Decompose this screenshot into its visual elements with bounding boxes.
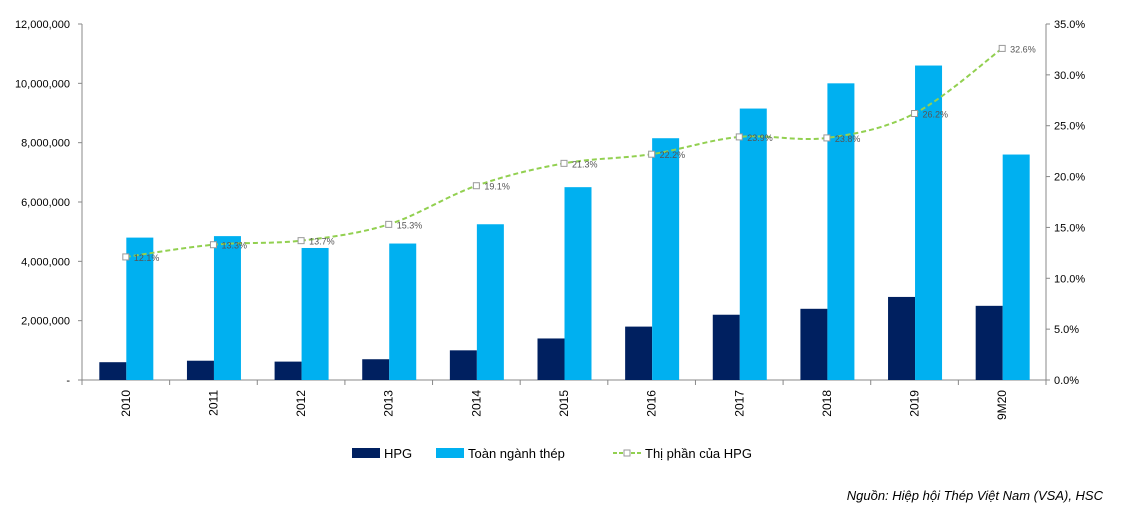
right-tick-label: 25.0% bbox=[1054, 121, 1085, 133]
left-tick-label: 8,000,000 bbox=[21, 138, 70, 150]
legend-label: HPG bbox=[384, 446, 412, 461]
bar-industry bbox=[389, 243, 417, 380]
legend-marker bbox=[623, 449, 631, 457]
bar-hpg bbox=[625, 326, 653, 380]
category-label: 2010 bbox=[119, 390, 133, 417]
share-point bbox=[209, 241, 217, 249]
left-tick-label: 6,000,000 bbox=[21, 197, 70, 209]
category-label: 9M20 bbox=[995, 390, 1009, 420]
bar-industry bbox=[739, 108, 767, 381]
category-label: 2013 bbox=[382, 390, 396, 417]
bar-hpg bbox=[362, 359, 390, 380]
share-data-label: 15.3% bbox=[397, 220, 423, 230]
share-point bbox=[735, 133, 743, 141]
bar-industry bbox=[126, 237, 154, 380]
category-label: 2016 bbox=[645, 390, 659, 417]
share-point bbox=[122, 253, 130, 261]
share-point bbox=[911, 110, 919, 118]
share-point bbox=[297, 237, 305, 245]
share-line-path bbox=[125, 47, 1003, 258]
bar-hpg bbox=[186, 360, 214, 380]
right-tick-label: 35.0% bbox=[1054, 19, 1085, 31]
share-point bbox=[472, 182, 480, 190]
legend-swatch bbox=[352, 448, 380, 458]
right-tick-label: 30.0% bbox=[1054, 70, 1085, 82]
bar-industry bbox=[213, 236, 241, 380]
category-label: 2011 bbox=[206, 390, 220, 416]
share-point bbox=[385, 220, 393, 228]
right-tick-label: 0.0% bbox=[1054, 375, 1079, 387]
bar-hpg bbox=[537, 338, 565, 380]
right-tick-label: 15.0% bbox=[1054, 222, 1085, 234]
bar-industry bbox=[476, 224, 504, 380]
legend: HPG Toàn ngành thép Thị phần của HPG bbox=[352, 446, 752, 461]
category-label: 2015 bbox=[557, 390, 571, 417]
legend-swatch bbox=[436, 448, 464, 458]
bar-hpg bbox=[800, 308, 828, 380]
share-data-label: 13.7% bbox=[309, 237, 335, 247]
category-label: 2018 bbox=[820, 390, 834, 417]
bar-industry bbox=[1002, 154, 1030, 380]
share-data-label: 12.1% bbox=[134, 253, 160, 263]
share-data-label: 21.3% bbox=[572, 159, 598, 169]
bar-industry bbox=[301, 247, 329, 380]
share-data-label: 23.8% bbox=[835, 134, 861, 144]
axes: - 2,000,000 4,000,000 6,000,000 8,000,000 10,… bbox=[15, 19, 1085, 420]
bar-industry bbox=[564, 187, 592, 380]
bar-hpg bbox=[274, 361, 302, 380]
share-data-label: 26.2% bbox=[923, 110, 949, 120]
right-tick-label: 5.0% bbox=[1054, 324, 1079, 336]
share-point bbox=[648, 150, 656, 158]
bar-industry bbox=[652, 138, 680, 380]
category-label: 2017 bbox=[732, 390, 746, 417]
share-data-label: 23.9% bbox=[747, 133, 773, 143]
bar-hpg bbox=[712, 314, 740, 380]
share-data-label: 32.6% bbox=[1010, 44, 1036, 54]
legend-label: Thị phần của HPG bbox=[645, 446, 752, 461]
bar-hpg bbox=[975, 305, 1003, 380]
right-tick-label: 10.0% bbox=[1054, 273, 1085, 285]
legend-label: Toàn ngành thép bbox=[468, 446, 565, 461]
bar-industry bbox=[915, 65, 943, 381]
category-label: 2014 bbox=[469, 390, 483, 417]
bar-hpg bbox=[888, 296, 916, 380]
share-point bbox=[560, 159, 568, 167]
share-line: 12.1% 13.3% 13.7% 15.3% 19.1% 21.3% 22.2% 23.9%… bbox=[122, 44, 1036, 263]
source-note: Nguồn: Hiệp hội Thép Việt Nam (VSA), HSC bbox=[846, 488, 1103, 503]
bar-industry bbox=[827, 83, 855, 380]
left-tick-label: 4,000,000 bbox=[21, 256, 70, 268]
share-data-label: 19.1% bbox=[484, 182, 510, 192]
bar-hpg bbox=[449, 350, 477, 380]
left-tick-label: - bbox=[66, 375, 70, 387]
share-point bbox=[998, 44, 1006, 52]
bars bbox=[99, 65, 1030, 381]
category-label: 2012 bbox=[294, 390, 308, 417]
share-point bbox=[823, 134, 831, 142]
bar-hpg bbox=[99, 362, 127, 380]
category-label: 2019 bbox=[908, 390, 922, 417]
left-tick-label: 2,000,000 bbox=[21, 316, 70, 328]
share-data-label: 22.2% bbox=[660, 150, 686, 160]
left-tick-label: 12,000,000 bbox=[15, 19, 70, 31]
share-data-label: 13.3% bbox=[221, 241, 247, 251]
left-tick-label: 10,000,000 bbox=[15, 78, 70, 90]
right-tick-label: 20.0% bbox=[1054, 172, 1085, 184]
